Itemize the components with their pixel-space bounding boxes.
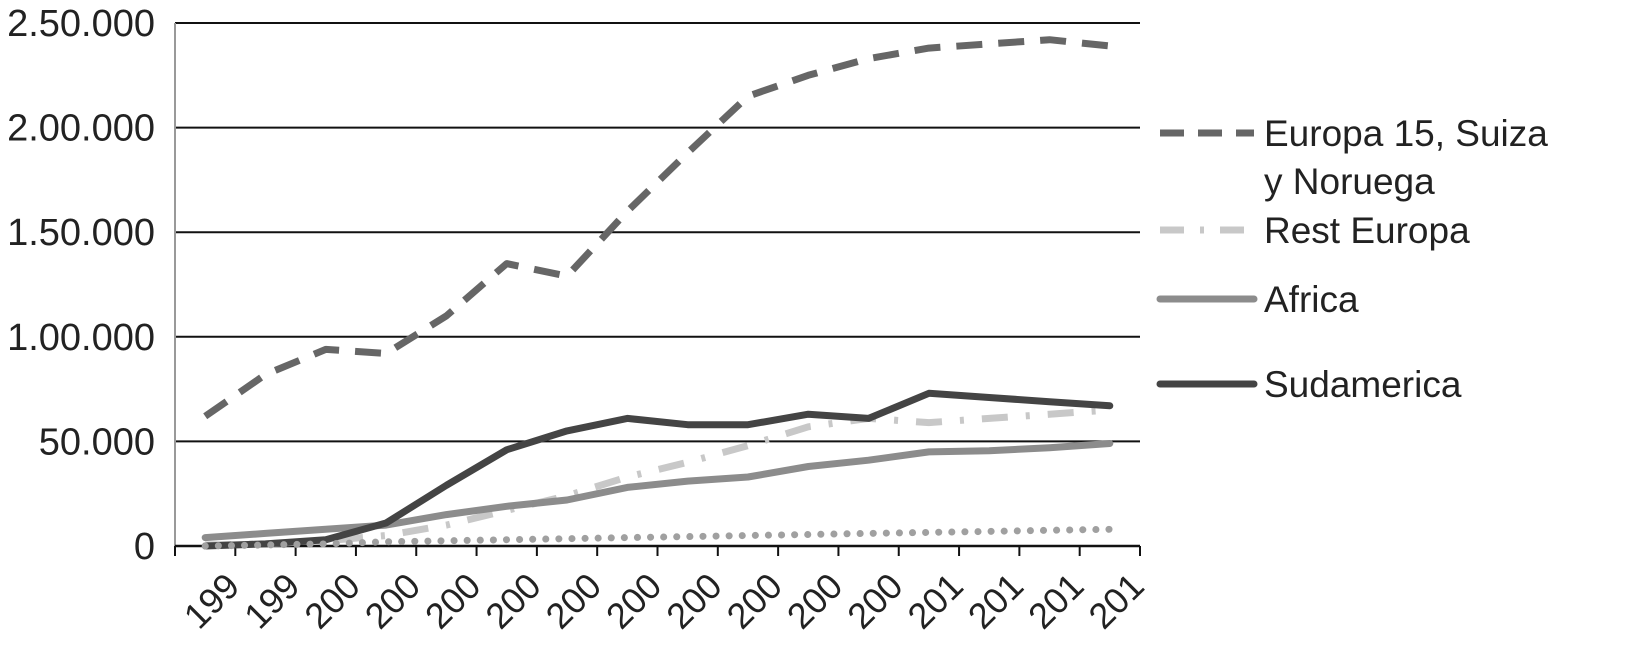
series-line-rest-europa [205, 406, 1111, 549]
series-line-sudamerica [201, 389, 1114, 550]
y-axis-ticks: 0 50.000 1.00.000 1.50.000 2.00.000 2.50.000 [7, 3, 155, 568]
y-tick-label: 1.50.000 [7, 212, 155, 254]
series-line-africa [201, 440, 1114, 542]
legend-label: Africa [1264, 279, 1359, 320]
x-tick-label: 200 [719, 565, 790, 636]
y-tick-label: 50.000 [39, 421, 155, 463]
x-tick-label: 200 [296, 565, 367, 636]
x-tick-label: 200 [357, 565, 428, 636]
x-tick-label: 201 [899, 565, 970, 636]
series-line-europa-15-suiza-y-noruega [203, 36, 1111, 420]
y-tick-label: 2.50.000 [7, 3, 155, 45]
legend-label: Rest Europa [1264, 210, 1470, 251]
x-tick-label: 200 [538, 565, 609, 636]
legend-label: y Noruega [1264, 161, 1435, 202]
x-axis-ticks: 1991992002002002002002002002002002002012… [176, 565, 1152, 636]
y-tick-label: 2.00.000 [7, 108, 155, 150]
x-tick-label: 201 [1080, 565, 1151, 636]
series-lines [201, 36, 1114, 550]
x-tick-label: 200 [598, 565, 669, 636]
legend-label: Sudamerica [1264, 364, 1462, 405]
x-tick-label: 199 [176, 565, 247, 636]
x-tick-label: 201 [1020, 565, 1091, 636]
x-tick-label: 200 [839, 565, 910, 636]
x-tick-label: 199 [236, 565, 307, 636]
x-tick-label: 200 [417, 565, 488, 636]
gridlines [175, 22, 1140, 443]
y-tick-label: 1.00.000 [7, 317, 155, 359]
legend-label: Europa 15, Suiza [1264, 113, 1548, 154]
x-tick-label: 201 [960, 565, 1031, 636]
y-tick-label: 0 [134, 526, 155, 568]
legend: Europa 15, Suiza y Noruega Rest Europa Afri… [1156, 113, 1548, 405]
x-tick-label: 200 [477, 565, 548, 636]
x-tick-label: 200 [779, 565, 850, 636]
axes [174, 23, 1141, 556]
x-tick-label: 200 [658, 565, 729, 636]
